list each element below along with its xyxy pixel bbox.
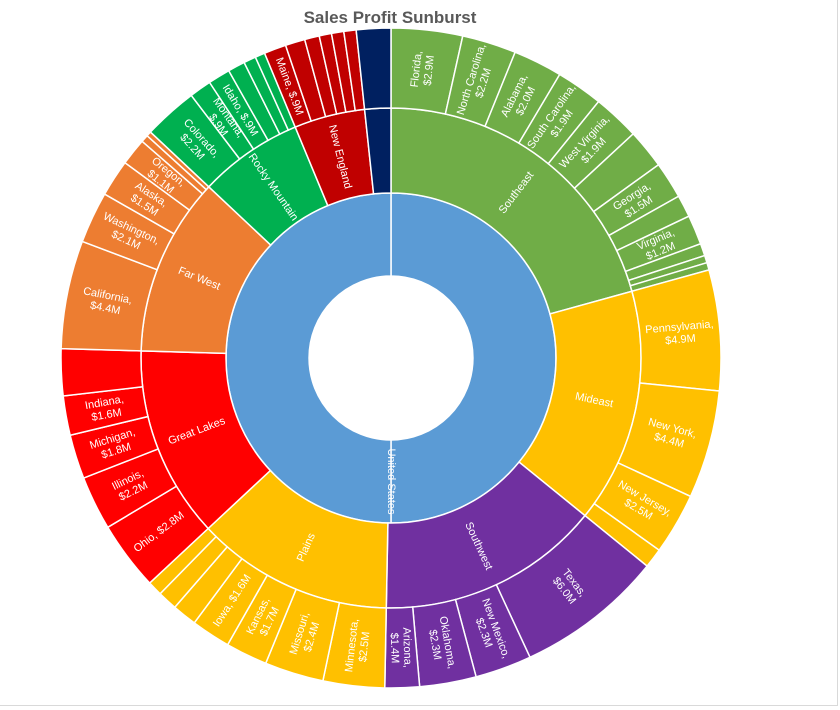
state-segment-unlabeled [60,347,144,397]
root-label: United States [385,448,397,515]
state-label-pennsylvania: Pennsylvania,$4.9M [645,318,715,348]
chart-title: Sales Profit Sunburst [303,8,477,27]
state-label-indiana: Indiana,$1.6M [84,393,127,424]
state-label-minnesota: Minnesota,$2.5M [343,618,374,674]
state-label-florida: Florida,$2.9M [409,50,438,89]
state-segment-unlabeled [355,27,392,111]
state-label-arizona: Arizona,$1.4M [388,627,414,668]
